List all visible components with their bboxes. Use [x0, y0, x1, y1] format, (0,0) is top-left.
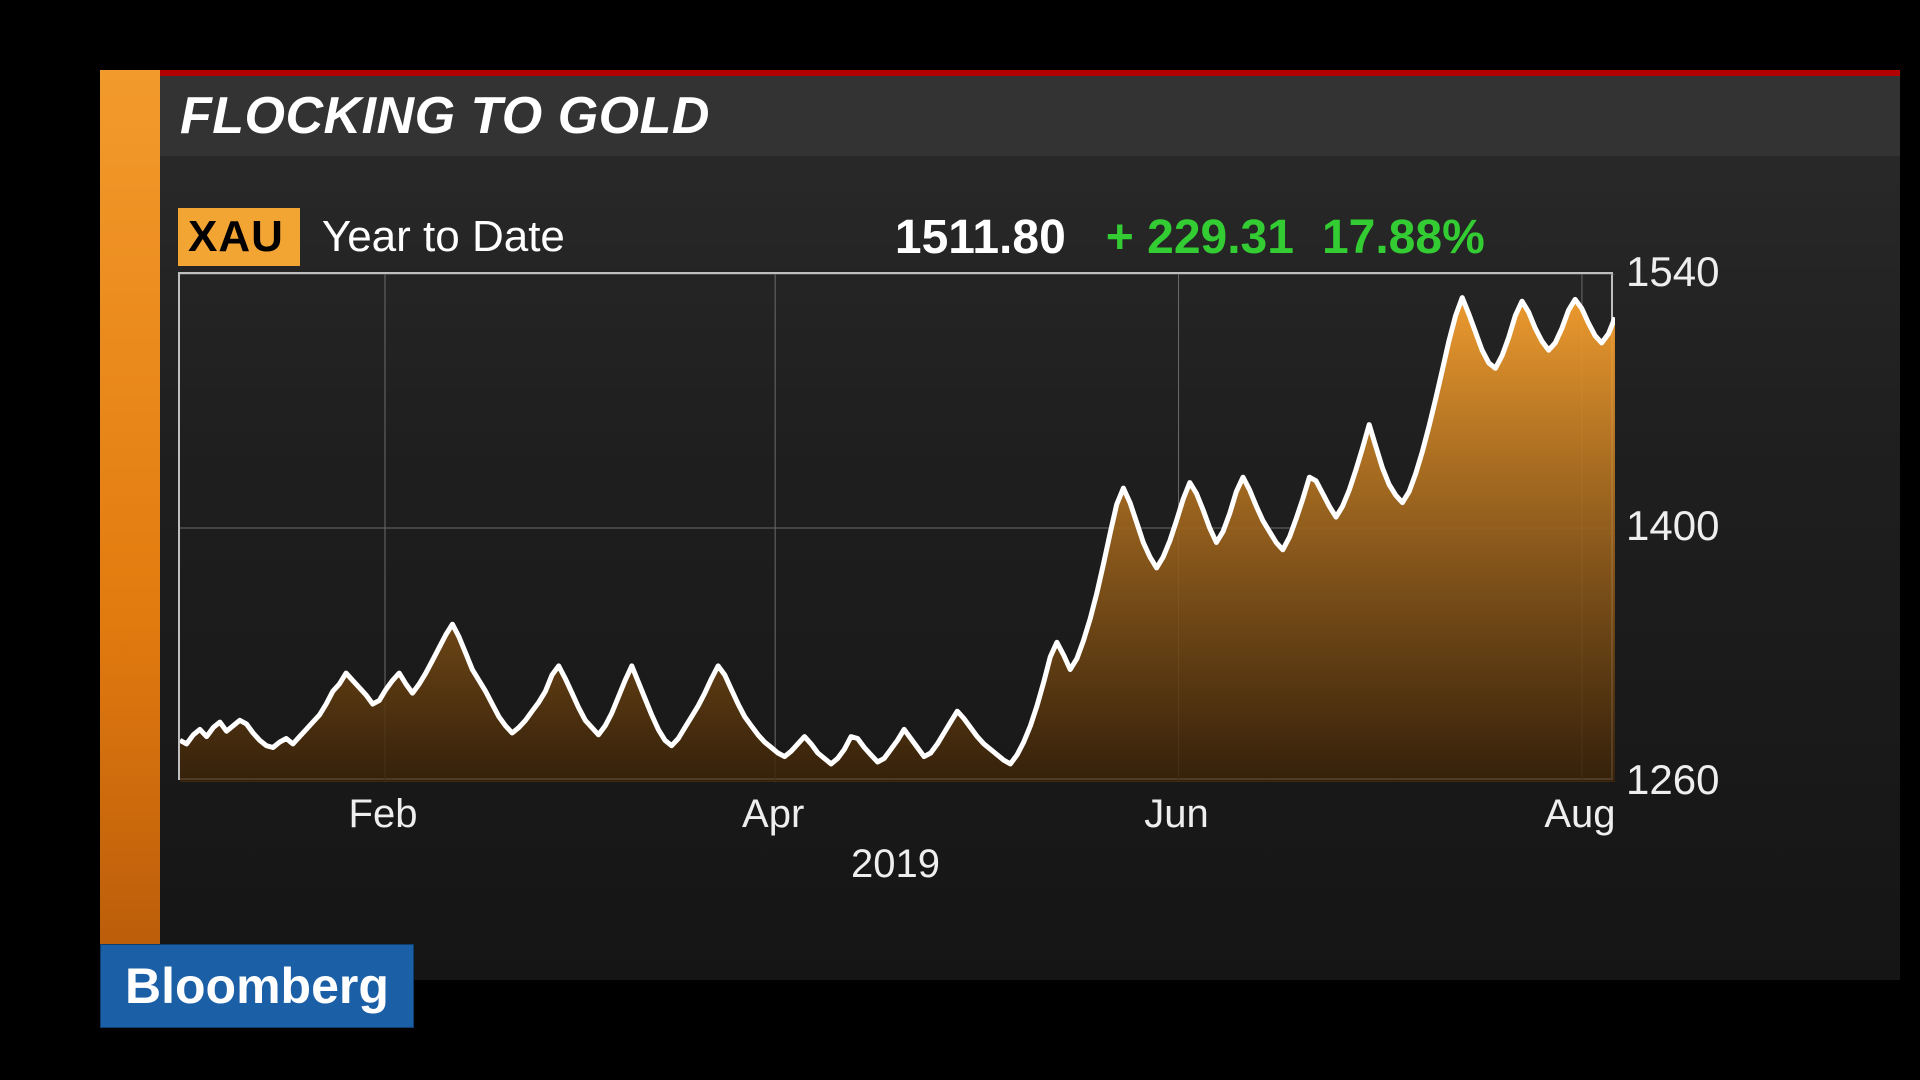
stats-row: XAU Year to Date 1511.80 + 229.31 17.88%: [178, 208, 1513, 266]
x-tick-label: Jun: [1144, 792, 1209, 837]
ticker-badge: XAU: [178, 208, 300, 266]
chart-panel: FLOCKING TO GOLD XAU Year to Date 1511.8…: [160, 70, 1900, 980]
plot-region: [178, 272, 1613, 780]
y-tick-label: 1260: [1626, 756, 1719, 804]
period-label: Year to Date: [322, 212, 565, 262]
bloomberg-logo: Bloomberg: [100, 944, 414, 1028]
x-axis-labels: Feb Apr Jun Aug: [178, 792, 1613, 842]
y-tick-label: 1400: [1626, 502, 1719, 550]
x-tick-label: Aug: [1544, 792, 1615, 837]
title-bar: FLOCKING TO GOLD: [160, 76, 1900, 156]
y-tick-label: 1540: [1626, 248, 1719, 296]
x-axis-year: 2019: [178, 842, 1613, 887]
x-tick-label: Apr: [742, 792, 804, 837]
accent-sidebar: [100, 70, 160, 980]
last-price: 1511.80: [895, 210, 1066, 265]
x-tick-label: Feb: [349, 792, 418, 837]
change-absolute: + 229.31: [1106, 210, 1294, 265]
area-chart-svg: [180, 274, 1615, 782]
change-percent: 17.88%: [1322, 210, 1485, 265]
chart-title: FLOCKING TO GOLD: [180, 86, 710, 146]
